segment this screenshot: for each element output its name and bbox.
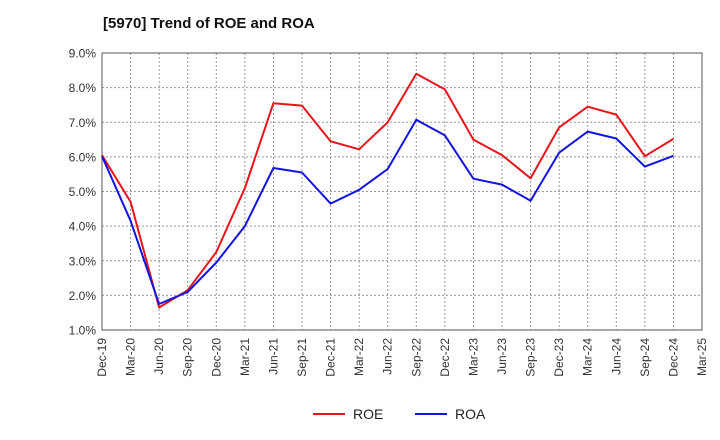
x-tick-label: Dec-22: [438, 338, 452, 377]
series-line-roa: [101, 118, 674, 305]
x-tick-label: Mar-24: [581, 338, 595, 376]
x-tick-label: Dec-24: [666, 338, 680, 377]
chart-title: [5970] Trend of ROE and ROA: [103, 15, 315, 32]
plot-frame: [101, 52, 703, 331]
x-tick-label: Sep-20: [181, 338, 195, 377]
y-tick-label: 2.0%: [69, 289, 97, 303]
x-tick-label: Dec-19: [95, 338, 109, 377]
x-tick-label: Sep-21: [295, 338, 309, 377]
y-tick-label: 3.0%: [69, 254, 97, 268]
x-tick-label: Jun-20: [152, 338, 166, 375]
y-tick-label: 5.0%: [69, 185, 97, 199]
series-line-roe: [101, 72, 674, 309]
x-tick-label: Sep-24: [638, 338, 652, 377]
x-tick-label: Sep-23: [524, 338, 538, 377]
x-tick-label: Mar-20: [124, 338, 138, 376]
y-tick-label: 8.0%: [69, 81, 97, 95]
legend-label-roe: ROE: [353, 406, 383, 422]
axis-layer: 1.0% 2.0% 3.0% 4.0% 5.0% 6.0% 7.0% 8.0% 9.0% Dec-…: [69, 47, 709, 377]
x-tick-label: Mar-22: [352, 338, 366, 376]
y-tick-label: 6.0%: [69, 150, 97, 164]
y-tick-label: 1.0%: [69, 324, 97, 338]
x-tick-label: Sep-22: [409, 338, 423, 377]
x-tick-label: Dec-23: [552, 338, 566, 377]
x-tick-label: Dec-20: [209, 338, 223, 377]
x-tick-label: Dec-21: [324, 338, 338, 377]
y-tick-label: 4.0%: [69, 220, 97, 234]
x-tick-label: Jun-24: [609, 338, 623, 375]
y-tick-label: 7.0%: [69, 116, 97, 130]
x-tick-label: Mar-25: [695, 338, 709, 376]
x-tick-label: Jun-22: [381, 338, 395, 375]
x-tick-label: Jun-21: [266, 338, 280, 375]
y-tick-label: 9.0%: [69, 47, 97, 61]
series-layer: [101, 72, 674, 309]
x-tick-label: Mar-23: [466, 338, 480, 376]
legend-label-roa: ROA: [455, 406, 486, 422]
x-tick-label: Mar-21: [238, 338, 252, 376]
legend: ROE ROA: [313, 406, 486, 422]
x-tick-label: Jun-23: [495, 338, 509, 375]
